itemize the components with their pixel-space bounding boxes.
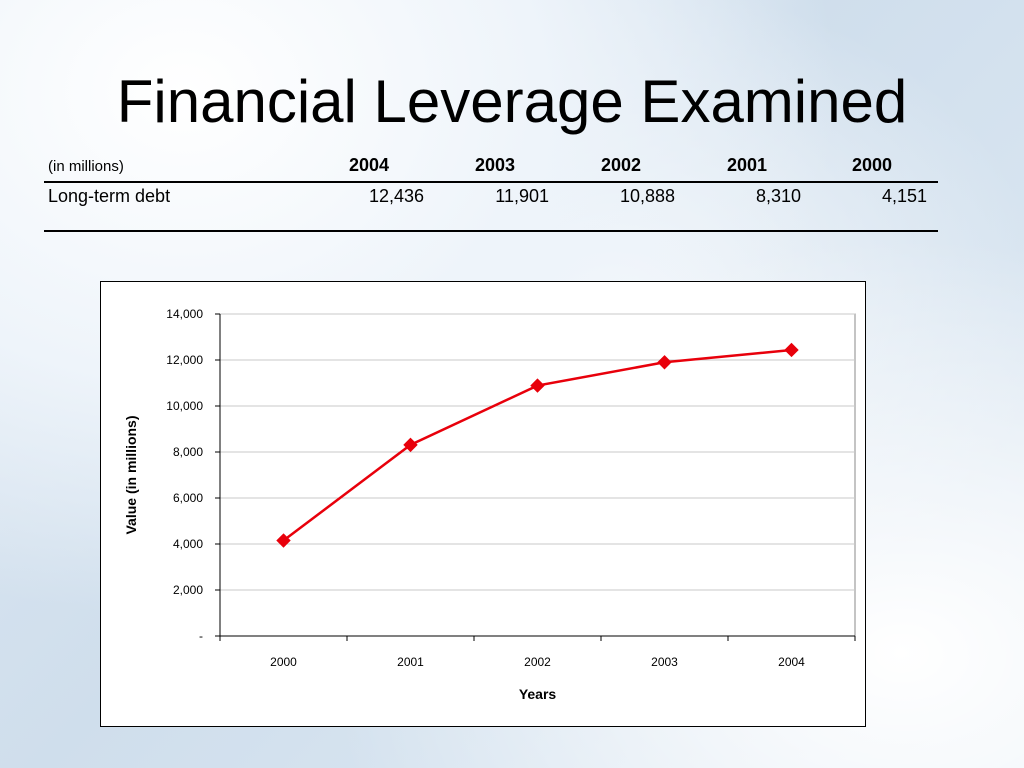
- debt-line-chart: - 2,000 4,000 6,000 8,000 10,000 12,000 14,000 2…: [123, 307, 856, 702]
- year-header: 2004: [349, 155, 390, 175]
- table-bottom-rule: [44, 230, 938, 232]
- debt-table: (in millions) 2004 2003 2002 2001 2000 L…: [44, 155, 938, 235]
- x-tick-label: 2003: [651, 655, 678, 669]
- y-tick-label: -: [199, 629, 203, 643]
- data-point-marker: [276, 533, 291, 548]
- y-tick-label: 6,000: [173, 491, 203, 505]
- x-tick-label: 2004: [778, 655, 805, 669]
- y-axis-title: Value (in millions): [123, 415, 139, 534]
- year-header: 2003: [475, 155, 516, 175]
- row-label: Long-term debt: [48, 186, 171, 206]
- table-cell: 12,436: [368, 186, 424, 206]
- y-tick-label: 8,000: [173, 445, 203, 459]
- x-tick-label: 2002: [524, 655, 551, 669]
- year-header: 2002: [601, 155, 642, 175]
- table-cell: 4,151: [881, 186, 927, 206]
- data-point-marker: [403, 437, 418, 453]
- y-tick-label: 12,000: [166, 353, 203, 367]
- data-point-marker: [530, 378, 545, 393]
- plot-area: [219, 313, 856, 637]
- table-header-row: (in millions) 2004 2003 2002 2001 2000: [44, 155, 938, 181]
- y-tick-label: 10,000: [166, 399, 203, 413]
- y-tick-label: 2,000: [173, 583, 203, 597]
- y-tick-label: 4,000: [173, 537, 203, 551]
- x-axis-title: Years: [519, 686, 557, 702]
- header-rule: [44, 181, 938, 183]
- table-cell: 10,888: [619, 186, 675, 206]
- data-point-marker: [784, 342, 799, 358]
- x-tick-label: 2000: [270, 655, 297, 669]
- data-point-marker: [657, 355, 672, 370]
- y-tick-label: 14,000: [166, 307, 203, 321]
- table-cell: 11,901: [495, 186, 549, 206]
- table-cell: 8,310: [755, 186, 801, 206]
- unit-label: (in millions): [48, 158, 124, 175]
- slide-title: Financial Leverage Examined: [116, 68, 908, 135]
- table-row: Long-term debt 12,436 11,901 10,888 8,31…: [44, 186, 938, 212]
- year-header: 2000: [852, 155, 893, 175]
- year-header: 2001: [727, 155, 768, 175]
- chart-frame: - 2,000 4,000 6,000 8,000 10,000 12,000 14,000 2…: [100, 281, 866, 727]
- x-tick-label: 2001: [397, 655, 424, 669]
